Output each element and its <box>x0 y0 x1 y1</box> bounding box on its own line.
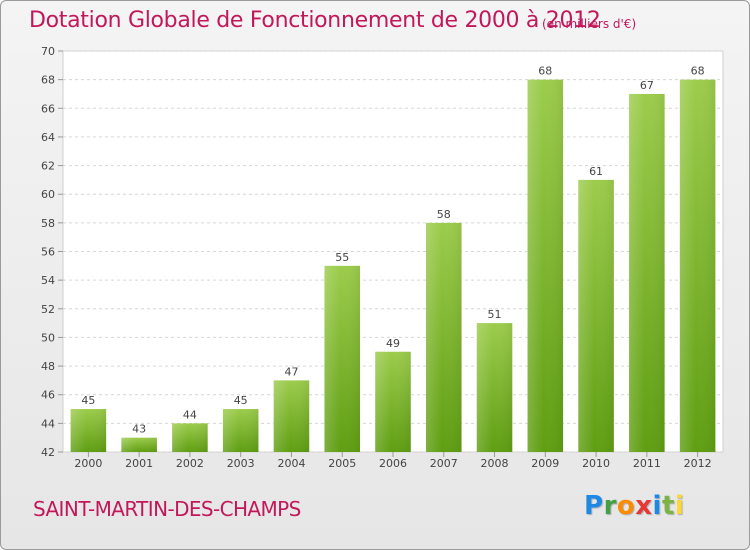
bar-value-label: 44 <box>183 408 197 421</box>
y-tick-label: 70 <box>41 45 55 58</box>
y-tick-label: 62 <box>41 160 55 173</box>
logo-letter: i <box>652 491 662 521</box>
bar-sheen <box>426 222 462 452</box>
x-axis: 2000 2001 2002 2003 2004 2005 2006 2007 2008 2009… <box>74 452 712 470</box>
bar-value-label: 47 <box>284 365 298 378</box>
bar-value-label: 51 <box>488 308 502 321</box>
bar-sheen <box>527 79 564 453</box>
bar-sheen <box>324 265 360 452</box>
commune-name: SAINT-MARTIN-DES-CHAMPS <box>33 497 301 521</box>
bars: 45 43 44 45 47 55 49 58 51 68 61 67 68 <box>70 65 716 453</box>
y-tick-label: 44 <box>41 417 55 430</box>
x-tick-label: 2003 <box>227 457 255 470</box>
x-tick-label: 2007 <box>430 457 458 470</box>
y-axis: 42 44 46 48 50 52 54 56 58 60 62 64 66 68 70 <box>41 45 63 459</box>
x-tick-label: 2009 <box>531 457 559 470</box>
y-tick-label: 42 <box>41 446 55 459</box>
bar-sheen <box>172 423 208 452</box>
logo-letter: i <box>674 491 685 521</box>
bar-value-label: 45 <box>234 394 248 407</box>
x-tick-label: 2011 <box>633 457 661 470</box>
bar-sheen <box>121 437 157 452</box>
y-tick-label: 48 <box>41 360 55 373</box>
y-tick-label: 66 <box>41 102 55 115</box>
y-tick-label: 58 <box>41 217 55 230</box>
x-tick-label: 2006 <box>379 457 407 470</box>
proxiti-logo: Proxiti <box>584 491 684 521</box>
x-tick-label: 2008 <box>481 457 509 470</box>
y-tick-label: 56 <box>41 246 55 259</box>
logo-letter: P <box>584 491 604 521</box>
y-tick-label: 54 <box>41 274 55 287</box>
logo-letter: o <box>616 491 636 521</box>
chart-unit: (en milliers d'€) <box>542 17 637 31</box>
logo-letter: x <box>635 491 653 521</box>
logo-letter: r <box>603 491 617 521</box>
y-tick-label: 50 <box>41 331 55 344</box>
bar-sheen <box>629 93 665 452</box>
chart-title: Dotation Globale de Fonctionnement de 20… <box>29 8 601 33</box>
bar-value-label: 58 <box>437 208 451 221</box>
logo-letter: t <box>661 491 675 521</box>
bar-value-label: 68 <box>691 65 705 78</box>
bar-value-label: 45 <box>81 394 95 407</box>
x-tick-label: 2001 <box>125 457 153 470</box>
y-tick-label: 68 <box>41 74 55 87</box>
bar-sheen <box>679 79 716 453</box>
bar-sheen <box>222 409 259 452</box>
bar-sheen <box>578 179 614 452</box>
y-tick-label: 52 <box>41 303 55 316</box>
x-tick-label: 2000 <box>74 457 102 470</box>
bar-sheen <box>273 380 310 452</box>
bar-value-label: 43 <box>132 423 146 436</box>
x-tick-label: 2005 <box>328 457 356 470</box>
bar-sheen <box>375 351 411 452</box>
x-tick-label: 2012 <box>684 457 712 470</box>
bar-sheen <box>70 409 107 452</box>
x-tick-label: 2002 <box>176 457 204 470</box>
y-tick-label: 46 <box>41 389 55 402</box>
bar-value-label: 67 <box>640 79 654 92</box>
bar-value-label: 55 <box>335 251 349 264</box>
y-tick-label: 60 <box>41 188 55 201</box>
bar-value-label: 49 <box>386 337 400 350</box>
bar-sheen <box>476 323 513 452</box>
x-tick-label: 2004 <box>277 457 305 470</box>
bar-value-label: 68 <box>538 65 552 78</box>
x-tick-label: 2010 <box>582 457 610 470</box>
bar-value-label: 61 <box>589 165 603 178</box>
y-tick-label: 64 <box>41 131 55 144</box>
